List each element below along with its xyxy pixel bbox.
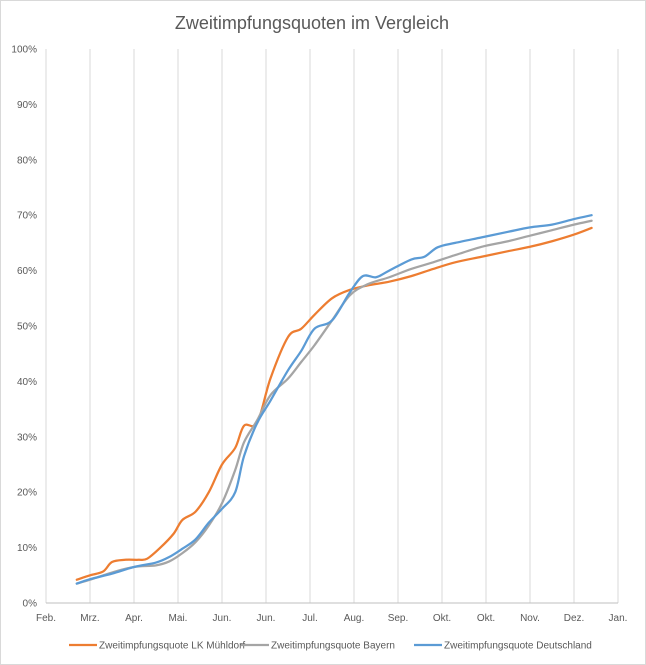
x-tick-label: Jun. xyxy=(257,613,276,624)
x-tick-label: Feb. xyxy=(36,613,56,624)
legend-label: Zweitimpfungsquote LK Mühldorf xyxy=(99,641,245,652)
x-tick-label: Nov. xyxy=(520,613,540,624)
series-line-1 xyxy=(75,226,593,581)
x-tick-label: Jul. xyxy=(302,613,318,624)
y-tick-label: 70% xyxy=(17,211,37,222)
series-line-3 xyxy=(75,214,593,585)
y-tick-label: 10% xyxy=(17,543,37,554)
y-axis-tick-labels: 0% 10% 20% 30% 40% 50% 60% 70% 80% 90% 100% xyxy=(11,45,37,610)
x-tick-label: Sep. xyxy=(388,613,409,624)
y-tick-label: 90% xyxy=(17,100,37,111)
series-lines xyxy=(75,214,593,585)
chart-title: Zweitimpfungsquoten im Vergleich xyxy=(175,13,449,33)
y-tick-label: 50% xyxy=(17,322,37,333)
y-tick-label: 80% xyxy=(17,155,37,166)
y-tick-label: 100% xyxy=(11,45,37,56)
x-axis-tick-labels: Feb. Mrz. Apr. Mai. Jun. Jun. Jul. Aug. Sep. Okt.… xyxy=(36,613,627,624)
legend: Zweitimpfungsquote LK Mühldorf Zweitimpfu… xyxy=(69,641,592,652)
legend-label: Zweitimpfungsquote Deutschland xyxy=(444,641,592,652)
x-tick-label: Okt. xyxy=(433,613,451,624)
x-tick-label: Jun. xyxy=(213,613,232,624)
y-tick-label: 40% xyxy=(17,377,37,388)
x-tick-label: Mai. xyxy=(169,613,188,624)
x-tick-label: Dez. xyxy=(564,613,585,624)
x-tick-label: Jan. xyxy=(609,613,628,624)
series-line-2 xyxy=(75,219,593,585)
x-tick-label: Mrz. xyxy=(80,613,99,624)
y-tick-label: 60% xyxy=(17,266,37,277)
y-tick-label: 0% xyxy=(23,599,38,610)
legend-label: Zweitimpfungsquote Bayern xyxy=(271,641,395,652)
x-tick-label: Apr. xyxy=(125,613,143,624)
x-tick-label: Okt. xyxy=(477,613,495,624)
vertical-gridlines xyxy=(45,49,619,604)
x-tick-label: Aug. xyxy=(344,613,365,624)
y-tick-label: 30% xyxy=(17,432,37,443)
y-tick-label: 20% xyxy=(17,488,37,499)
